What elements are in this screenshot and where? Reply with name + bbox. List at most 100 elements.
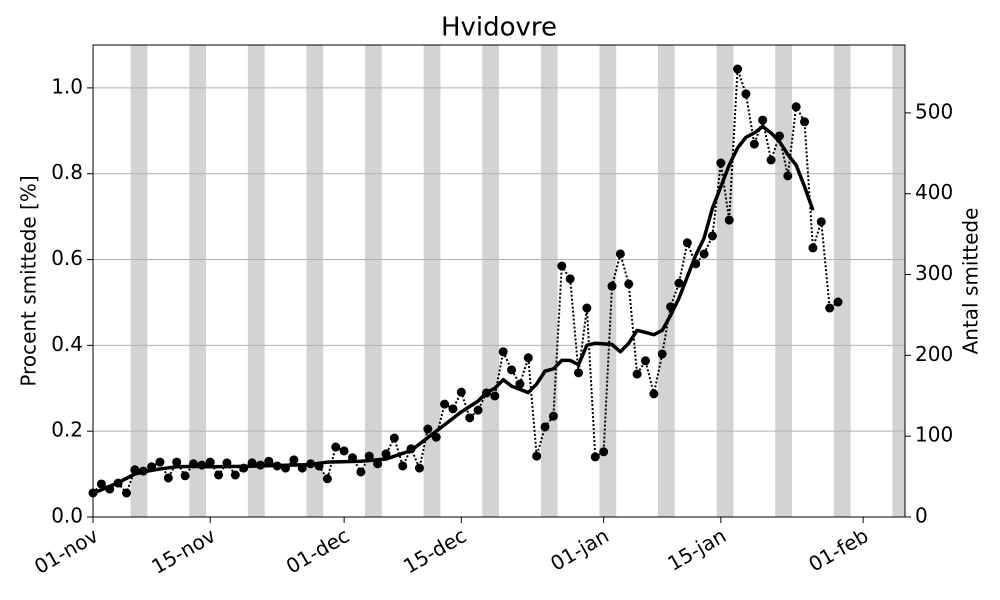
data-point [615,249,625,259]
data-point [398,461,408,471]
data-point [724,215,734,225]
data-point [649,389,659,399]
data-point [230,470,240,480]
y-tick-label: 0.0 [51,504,83,528]
y2-tick-label: 500 [915,99,953,123]
data-point [791,102,801,112]
data-point [523,353,533,363]
data-point [364,451,374,461]
data-point [540,422,550,432]
data-point [758,115,768,125]
data-point [816,217,826,227]
weekend-band [130,45,148,517]
weekend-band [892,45,905,517]
data-point [557,261,567,271]
data-point [532,451,542,461]
y2-tick-label: 200 [915,342,953,366]
data-point [322,474,332,484]
data-point [766,155,776,165]
data-point [172,457,182,467]
data-point [808,243,818,253]
data-point [682,238,692,248]
data-point [674,278,684,288]
x-tick-label: 01-nov [30,523,102,579]
data-point [205,457,215,467]
weekend-band [365,45,382,517]
weekend-band [423,45,441,517]
y2-tick-label: 300 [915,261,953,285]
data-point [456,387,466,397]
y-axis-label: Procent smittede [%] [17,175,41,386]
y2-axis-label: Antal smittede [959,208,983,355]
weekend-band [247,45,265,517]
data-point [507,365,517,375]
x-tick-label: 01-jan [546,523,613,575]
data-point [473,405,483,415]
x-tick-label: 15-jan [663,523,730,575]
weekend-band [306,45,324,517]
weekend-band [482,45,499,517]
data-point [163,473,173,483]
data-point [640,356,650,366]
data-point [741,89,751,99]
data-point [565,274,575,284]
data-point [733,64,743,74]
x-tick-label: 01-dec [282,523,353,578]
data-point [155,457,165,467]
y2-tick-label: 0 [915,504,928,528]
data-point [607,281,617,291]
data-point [699,249,709,259]
plot-frame [92,44,906,518]
data-point [339,446,349,456]
data-point [825,303,835,313]
weekend-band [833,45,851,517]
data-point [548,411,558,421]
data-point [331,442,341,452]
y-tick-label: 0.4 [51,332,83,356]
data-point [498,347,508,357]
data-point [657,349,667,359]
data-point [515,379,525,389]
data-point [707,231,717,241]
chart-title: Hvidovre [441,13,557,43]
x-tick-label: 01-feb [804,523,872,576]
weekend-band [716,45,734,517]
data-point [632,369,642,379]
data-point [414,463,424,473]
data-point [800,117,810,127]
data-point [121,488,131,498]
data-point [490,391,500,401]
weekend-band [775,45,792,517]
data-point [590,452,600,462]
data-point [381,449,391,459]
data-point [465,413,475,423]
y-tick-label: 0.2 [51,418,83,442]
data-point [389,433,399,443]
data-point [180,471,190,481]
x-tick-label: 15-nov [147,523,219,579]
data-point [716,158,726,168]
y-tick-label: 0.6 [51,246,83,270]
data-point [440,399,450,409]
data-point [448,404,458,414]
data-point [264,456,274,466]
data-point [574,368,584,378]
weekend-band [189,45,207,517]
data-point [423,424,433,434]
data-point [582,303,592,313]
data-point [833,297,843,307]
data-point [214,470,224,480]
weekend-band [599,45,617,517]
data-point [749,139,759,149]
weekend-band [540,45,558,517]
y-tick-label: 0.8 [51,160,83,184]
data-point [96,479,106,489]
weekend-band [658,45,675,517]
data-point [599,447,609,457]
y2-tick-label: 400 [915,180,953,204]
data-point [289,455,299,465]
data-point [624,279,634,289]
y2-tick-label: 100 [915,423,953,447]
